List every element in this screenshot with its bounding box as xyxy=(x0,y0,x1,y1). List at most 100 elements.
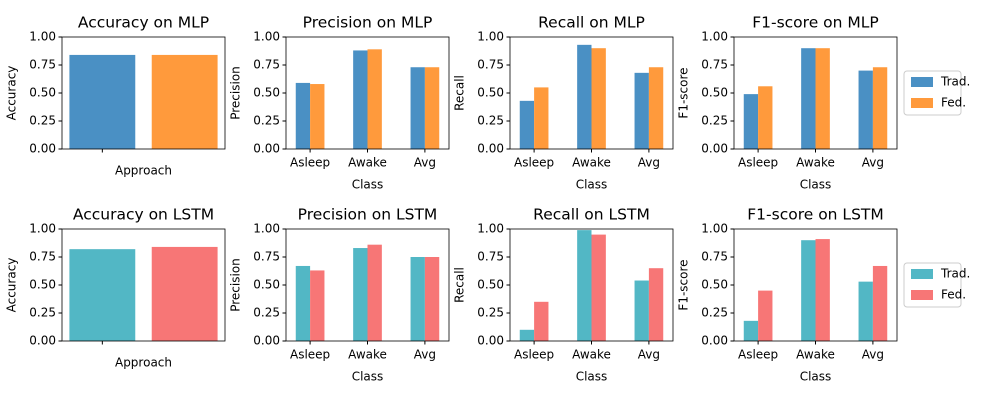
y-tick-label: 0.00 xyxy=(477,142,504,156)
chart-title: Precision on LSTM xyxy=(298,206,438,224)
bar xyxy=(367,49,382,149)
y-tick-label: 0.00 xyxy=(253,334,280,348)
y-tick-label: 0.25 xyxy=(253,114,280,128)
x-tick-label: Asleep xyxy=(290,156,330,170)
x-tick-label: Asleep xyxy=(290,348,330,362)
bar xyxy=(872,265,888,341)
y-tick-label: 1.00 xyxy=(29,30,56,44)
y-tick-label: 0.75 xyxy=(701,58,728,72)
y-tick-label: 0.50 xyxy=(29,86,56,100)
y-tick-label: 1.00 xyxy=(253,30,280,44)
y-tick-label: 0.25 xyxy=(29,114,56,128)
y-tick-label: 1.00 xyxy=(477,30,504,44)
y-tick-label: 0.25 xyxy=(253,306,280,320)
y-tick-label: 0.50 xyxy=(29,278,56,292)
y-tick-label: 1.00 xyxy=(253,222,280,236)
bar xyxy=(151,246,218,341)
chart-title: Recall on MLP xyxy=(538,14,645,32)
y-axis-label: Precision xyxy=(229,258,243,312)
bar xyxy=(353,248,368,341)
y-tick-label: 0.75 xyxy=(701,250,728,264)
x-tick-label: Awake xyxy=(348,156,387,170)
bar xyxy=(858,70,873,149)
x-tick-label: Awake xyxy=(572,156,611,170)
legend-swatch xyxy=(911,269,933,279)
bar xyxy=(534,87,549,149)
y-tick-label: 0.50 xyxy=(253,278,280,292)
bar xyxy=(801,240,816,341)
bar xyxy=(69,249,136,341)
x-tick-label: Avg xyxy=(862,348,884,362)
bar xyxy=(634,72,649,149)
y-tick-label: 0.75 xyxy=(253,250,280,264)
bar xyxy=(69,54,136,149)
bar xyxy=(648,67,664,149)
bar xyxy=(872,67,888,149)
legend-swatch xyxy=(911,77,933,87)
bar xyxy=(519,100,535,149)
bar xyxy=(801,48,816,150)
y-tick-label: 0.00 xyxy=(253,142,280,156)
bar xyxy=(295,265,311,341)
x-tick-label: Awake xyxy=(796,348,835,362)
y-tick-label: 0.50 xyxy=(477,278,504,292)
y-tick-label: 0.50 xyxy=(253,86,280,100)
y-tick-label: 0.75 xyxy=(253,58,280,72)
y-tick-label: 0.75 xyxy=(477,58,504,72)
x-tick-label: Asleep xyxy=(514,348,554,362)
bar xyxy=(648,268,664,341)
x-axis-label: Approach xyxy=(115,356,172,370)
y-tick-label: 0.00 xyxy=(701,142,728,156)
y-tick-label: 0.25 xyxy=(477,306,504,320)
bar xyxy=(424,257,440,341)
y-tick-label: 1.00 xyxy=(701,222,728,236)
y-axis-label: Precision xyxy=(229,66,243,120)
y-tick-label: 0.50 xyxy=(701,86,728,100)
x-axis-label: Class xyxy=(576,370,608,384)
x-tick-label: Asleep xyxy=(514,156,554,170)
bar xyxy=(534,301,549,341)
bar xyxy=(634,280,649,341)
legend-label: Trad. xyxy=(940,267,970,281)
bar xyxy=(151,54,218,149)
bar xyxy=(858,281,873,341)
bar xyxy=(424,67,440,149)
bar xyxy=(758,86,773,149)
bar xyxy=(815,239,830,341)
x-tick-label: Asleep xyxy=(738,348,778,362)
x-tick-label: Awake xyxy=(572,348,611,362)
y-tick-label: 1.00 xyxy=(477,222,504,236)
chart-title: Accuracy on LSTM xyxy=(73,206,214,224)
bar xyxy=(743,320,759,341)
bar xyxy=(591,234,606,341)
y-axis-label: Recall xyxy=(453,75,467,111)
y-tick-label: 0.25 xyxy=(477,114,504,128)
y-tick-label: 1.00 xyxy=(29,222,56,236)
bar xyxy=(758,290,773,341)
x-tick-label: Avg xyxy=(638,156,660,170)
y-tick-label: 0.50 xyxy=(701,278,728,292)
chart-title: F1-score on MLP xyxy=(752,14,879,32)
bar xyxy=(519,329,535,341)
legend-swatch xyxy=(911,98,933,108)
x-tick-label: Avg xyxy=(414,348,436,362)
y-axis-label: F1-score xyxy=(677,67,691,118)
y-axis-label: Accuracy xyxy=(5,66,19,121)
bar xyxy=(310,84,325,149)
chart-title: Accuracy on MLP xyxy=(78,14,209,32)
y-tick-label: 0.00 xyxy=(29,142,56,156)
bar xyxy=(815,48,830,150)
y-tick-label: 0.25 xyxy=(701,306,728,320)
x-axis-label: Class xyxy=(576,178,608,192)
x-axis-label: Approach xyxy=(115,164,172,178)
x-tick-label: Awake xyxy=(796,156,835,170)
x-axis-label: Class xyxy=(800,178,832,192)
bar xyxy=(295,82,311,149)
legend-label: Fed. xyxy=(941,288,966,302)
bar xyxy=(367,244,382,341)
bar xyxy=(353,50,368,149)
x-axis-label: Class xyxy=(352,178,384,192)
y-tick-label: 0.00 xyxy=(29,334,56,348)
bar xyxy=(410,257,425,341)
y-axis-label: F1-score xyxy=(677,259,691,310)
